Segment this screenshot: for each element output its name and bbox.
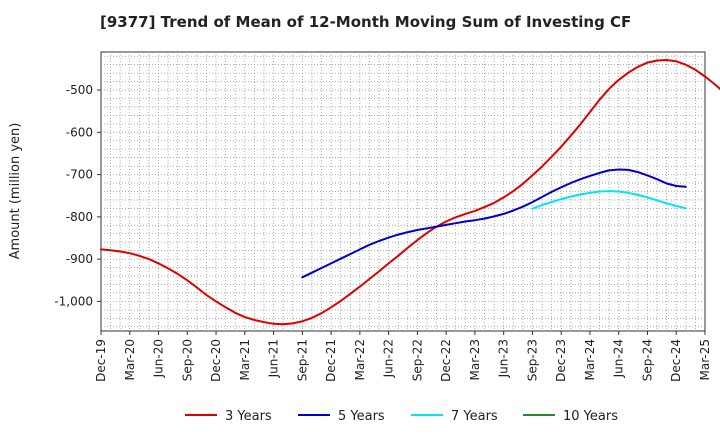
x-tick-label: Mar-21 (238, 339, 252, 380)
x-tick-label: Mar-22 (353, 339, 367, 380)
legend: 3 Years 5 Years 7 Years 10 Years (185, 409, 618, 424)
x-tick-label: Dec-24 (669, 339, 683, 382)
x-tick-label: Mar-24 (583, 339, 597, 380)
x-tick-label: Jun-21 (267, 339, 281, 378)
x-tick-label: Sep-23 (525, 339, 539, 381)
legend-label-5-years: 5 Years (338, 409, 385, 424)
y-tick-label: -500 (66, 83, 93, 97)
x-tick-label: Dec-22 (439, 339, 453, 382)
y-tick-label: -900 (66, 252, 93, 266)
x-tick-label: Dec-21 (324, 339, 338, 382)
series-line-7-years (531, 190, 687, 210)
legend-label-10-years: 10 Years (563, 409, 618, 424)
y-axis-label: Amount (million yen) (8, 123, 23, 260)
x-tick-label: Dec-20 (209, 339, 223, 382)
x-axis-ticks: Dec-19 Mar-20 Jun-20 Sep-20 Dec-20 Mar-21 Jun-… (94, 331, 712, 382)
y-tick-label: -1,000 (54, 294, 93, 308)
x-tick-label: Jun-23 (497, 339, 511, 378)
legend-label-3-years: 3 Years (225, 409, 272, 424)
y-tick-label: -600 (66, 125, 93, 139)
series-lines (100, 59, 720, 326)
x-tick-label: Sep-21 (295, 339, 309, 381)
y-tick-label: -700 (66, 168, 93, 182)
x-tick-label: Jun-20 (152, 339, 166, 378)
x-tick-label: Sep-24 (640, 339, 654, 381)
legend-label-7-years: 7 Years (451, 409, 498, 424)
x-tick-label: Dec-19 (94, 339, 108, 382)
y-tick-label: -800 (66, 210, 93, 224)
x-tick-label: Sep-20 (180, 339, 194, 381)
x-tick-label: Jun-22 (382, 339, 396, 378)
x-tick-label: Mar-23 (468, 339, 482, 380)
x-tick-label: Mar-25 (698, 339, 712, 380)
x-tick-label: Dec-23 (554, 339, 568, 382)
x-tick-label: Mar-20 (123, 339, 137, 380)
y-axis-ticks: -1,000 -900 -800 -700 -600 -500 (54, 83, 101, 308)
x-tick-label: Sep-22 (410, 339, 424, 381)
series-line-5-years (301, 168, 687, 279)
x-tick-label: Jun-24 (612, 339, 626, 378)
chart-title: [9377] Trend of Mean of 12-Month Moving … (100, 13, 631, 31)
